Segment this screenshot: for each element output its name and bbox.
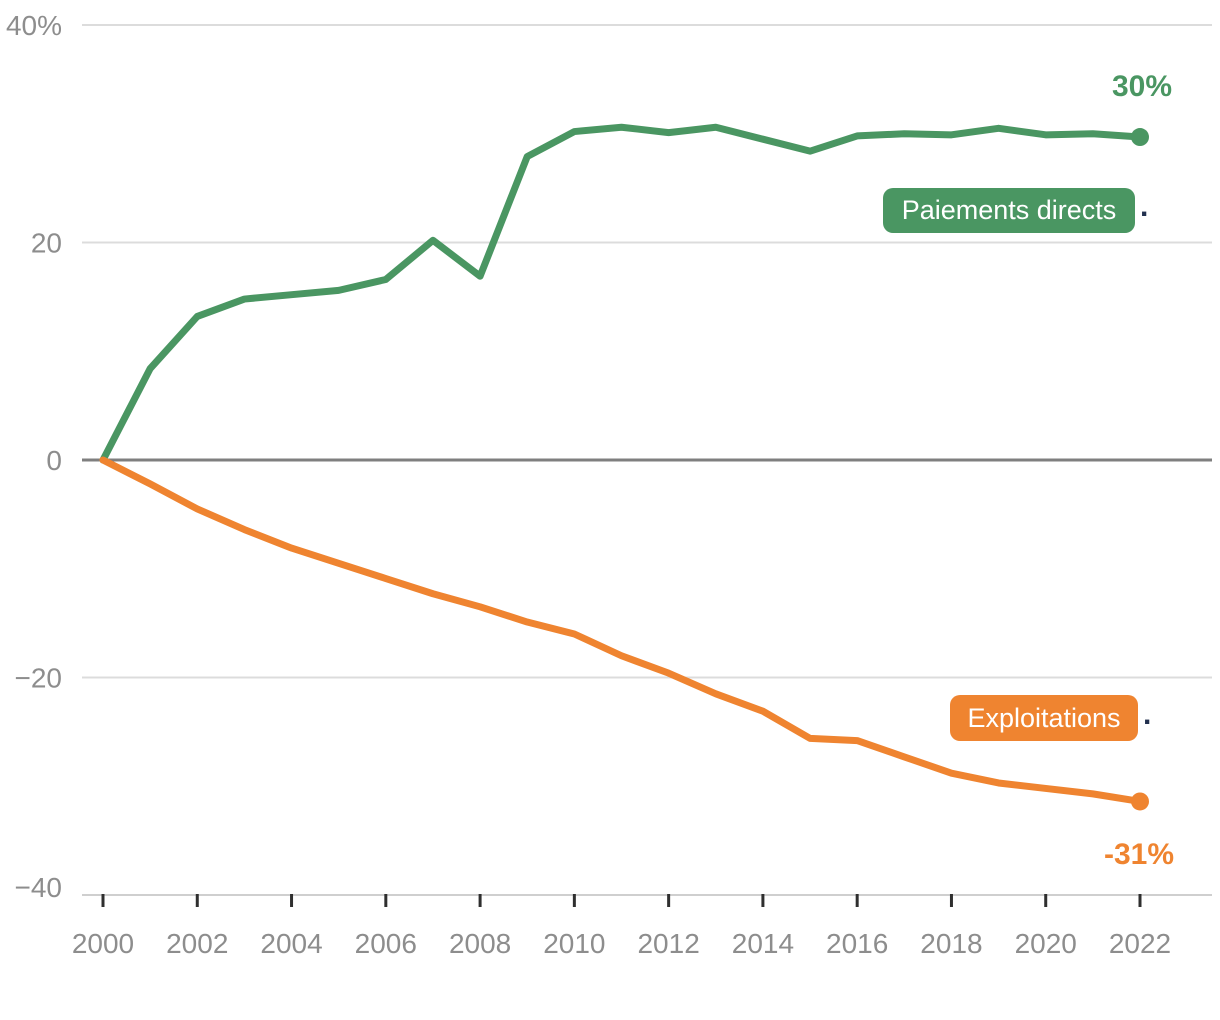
y-tick-label: 0 [46, 445, 62, 476]
series-end-dot-exploitations [1131, 792, 1149, 811]
end-value-label-exploitations: -31% [1103, 838, 1174, 871]
legend-badge-exploitations: Exploitations [950, 695, 1138, 741]
y-tick-label: −40 [15, 872, 63, 903]
y-tick-label: 40% [6, 10, 62, 41]
legend-row-exploitations: Exploitations . [950, 695, 1151, 741]
x-tick-label: 2002 [166, 928, 228, 959]
series-end-dot-paiements-directs [1131, 128, 1149, 147]
x-tick-label: 2018 [920, 928, 982, 959]
end-value-label-paiements-directs: 30% [1111, 70, 1172, 103]
annotation-period-orange: . [1143, 697, 1152, 731]
series-line-paiements-directs [99, 123, 1144, 464]
y-tick-label: 20 [31, 228, 62, 259]
x-tick-label: 2004 [260, 928, 322, 959]
x-tick-label: 2020 [1015, 928, 1077, 959]
x-tick-label: 2014 [732, 928, 794, 959]
legend-badge-paiements-directs: Paiements directs [883, 188, 1135, 233]
x-tick-label: 2000 [72, 928, 134, 959]
x-tick-label: 2006 [355, 928, 417, 959]
x-tick-label: 2008 [449, 928, 511, 959]
x-tick-label: 2022 [1109, 928, 1171, 959]
x-tick-label: 2016 [826, 928, 888, 959]
y-tick-label: −20 [15, 663, 63, 694]
x-tick-label: 2012 [637, 928, 699, 959]
x-tick-label: 2010 [543, 928, 605, 959]
annotation-period-green: . [1140, 190, 1149, 223]
series-line-exploitations [99, 456, 1144, 805]
legend-row-paiements-directs: Paiements directs . [883, 188, 1148, 233]
